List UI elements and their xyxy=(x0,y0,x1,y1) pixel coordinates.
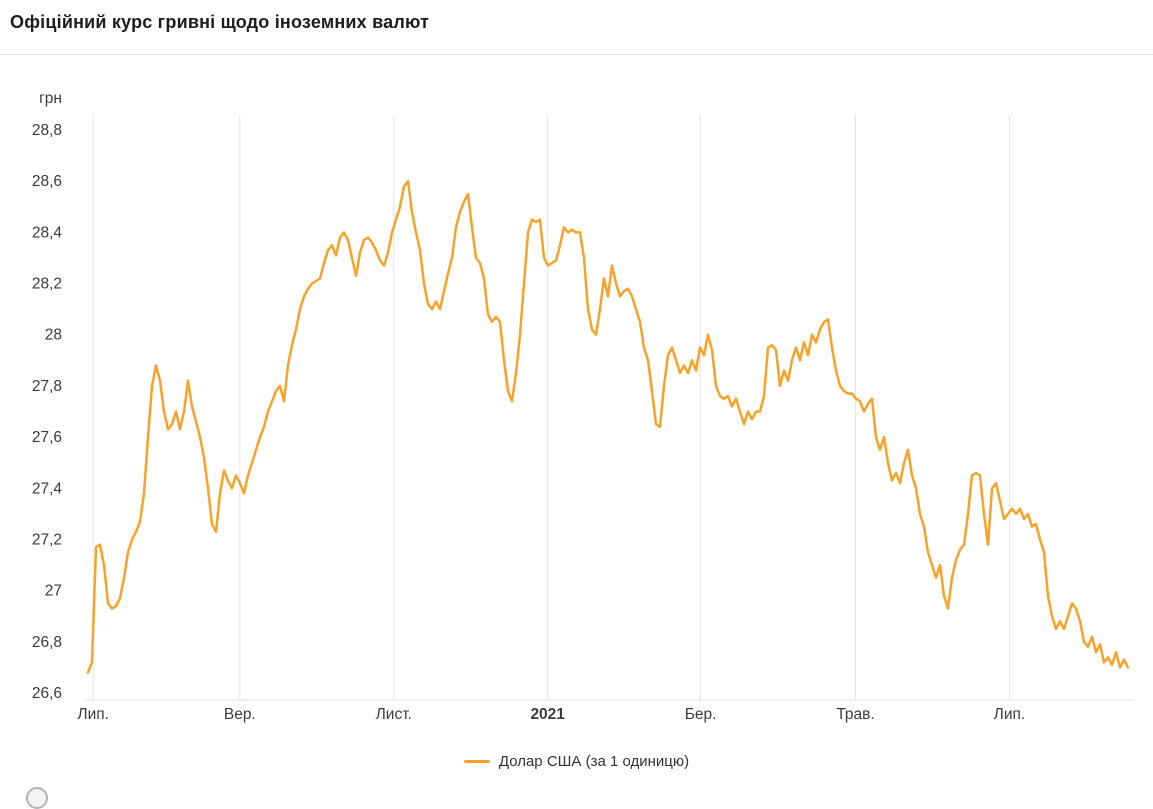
legend-label: Долар США (за 1 одиницю) xyxy=(498,753,690,770)
y-axis-tick-label: 27 xyxy=(45,583,62,600)
y-axis-tick-label: 28,6 xyxy=(32,173,62,190)
x-axis-tick-label: Лип. xyxy=(994,706,1026,723)
y-axis-tick-label: 28,2 xyxy=(32,276,62,293)
y-axis-tick-label: 28,4 xyxy=(32,224,63,241)
y-axis-title: грн xyxy=(39,90,62,107)
x-axis-tick-label: 2021 xyxy=(530,706,565,723)
x-axis-tick-label: Лип. xyxy=(77,706,109,723)
y-axis-tick-label: 27,4 xyxy=(32,480,63,497)
y-axis-tick-label: 27,6 xyxy=(32,429,62,446)
y-axis-tick-label: 27,2 xyxy=(32,531,62,548)
x-axis-tick-label: Лист. xyxy=(376,706,412,723)
y-axis-tick-label: 26,8 xyxy=(32,634,62,651)
series-line-usd xyxy=(86,179,1130,674)
x-axis-tick-label: Вер. xyxy=(224,706,256,723)
partial-logo-icon xyxy=(26,787,48,809)
x-axis-tick-label: Бер. xyxy=(685,706,717,723)
chart-legend[interactable]: Долар США (за 1 одиницю) xyxy=(0,753,1153,770)
header-divider xyxy=(0,54,1153,55)
y-axis-tick-label: 28 xyxy=(45,327,62,344)
y-axis-tick-label: 26,6 xyxy=(32,685,62,702)
y-axis-tick-label: 27,8 xyxy=(32,378,62,395)
x-axis-tick-label: Трав. xyxy=(836,706,874,723)
legend-line-icon xyxy=(463,760,490,763)
y-axis-tick-label: 28,8 xyxy=(32,122,62,139)
page-title: Офіційний курс гривні щодо іноземних вал… xyxy=(10,12,430,32)
